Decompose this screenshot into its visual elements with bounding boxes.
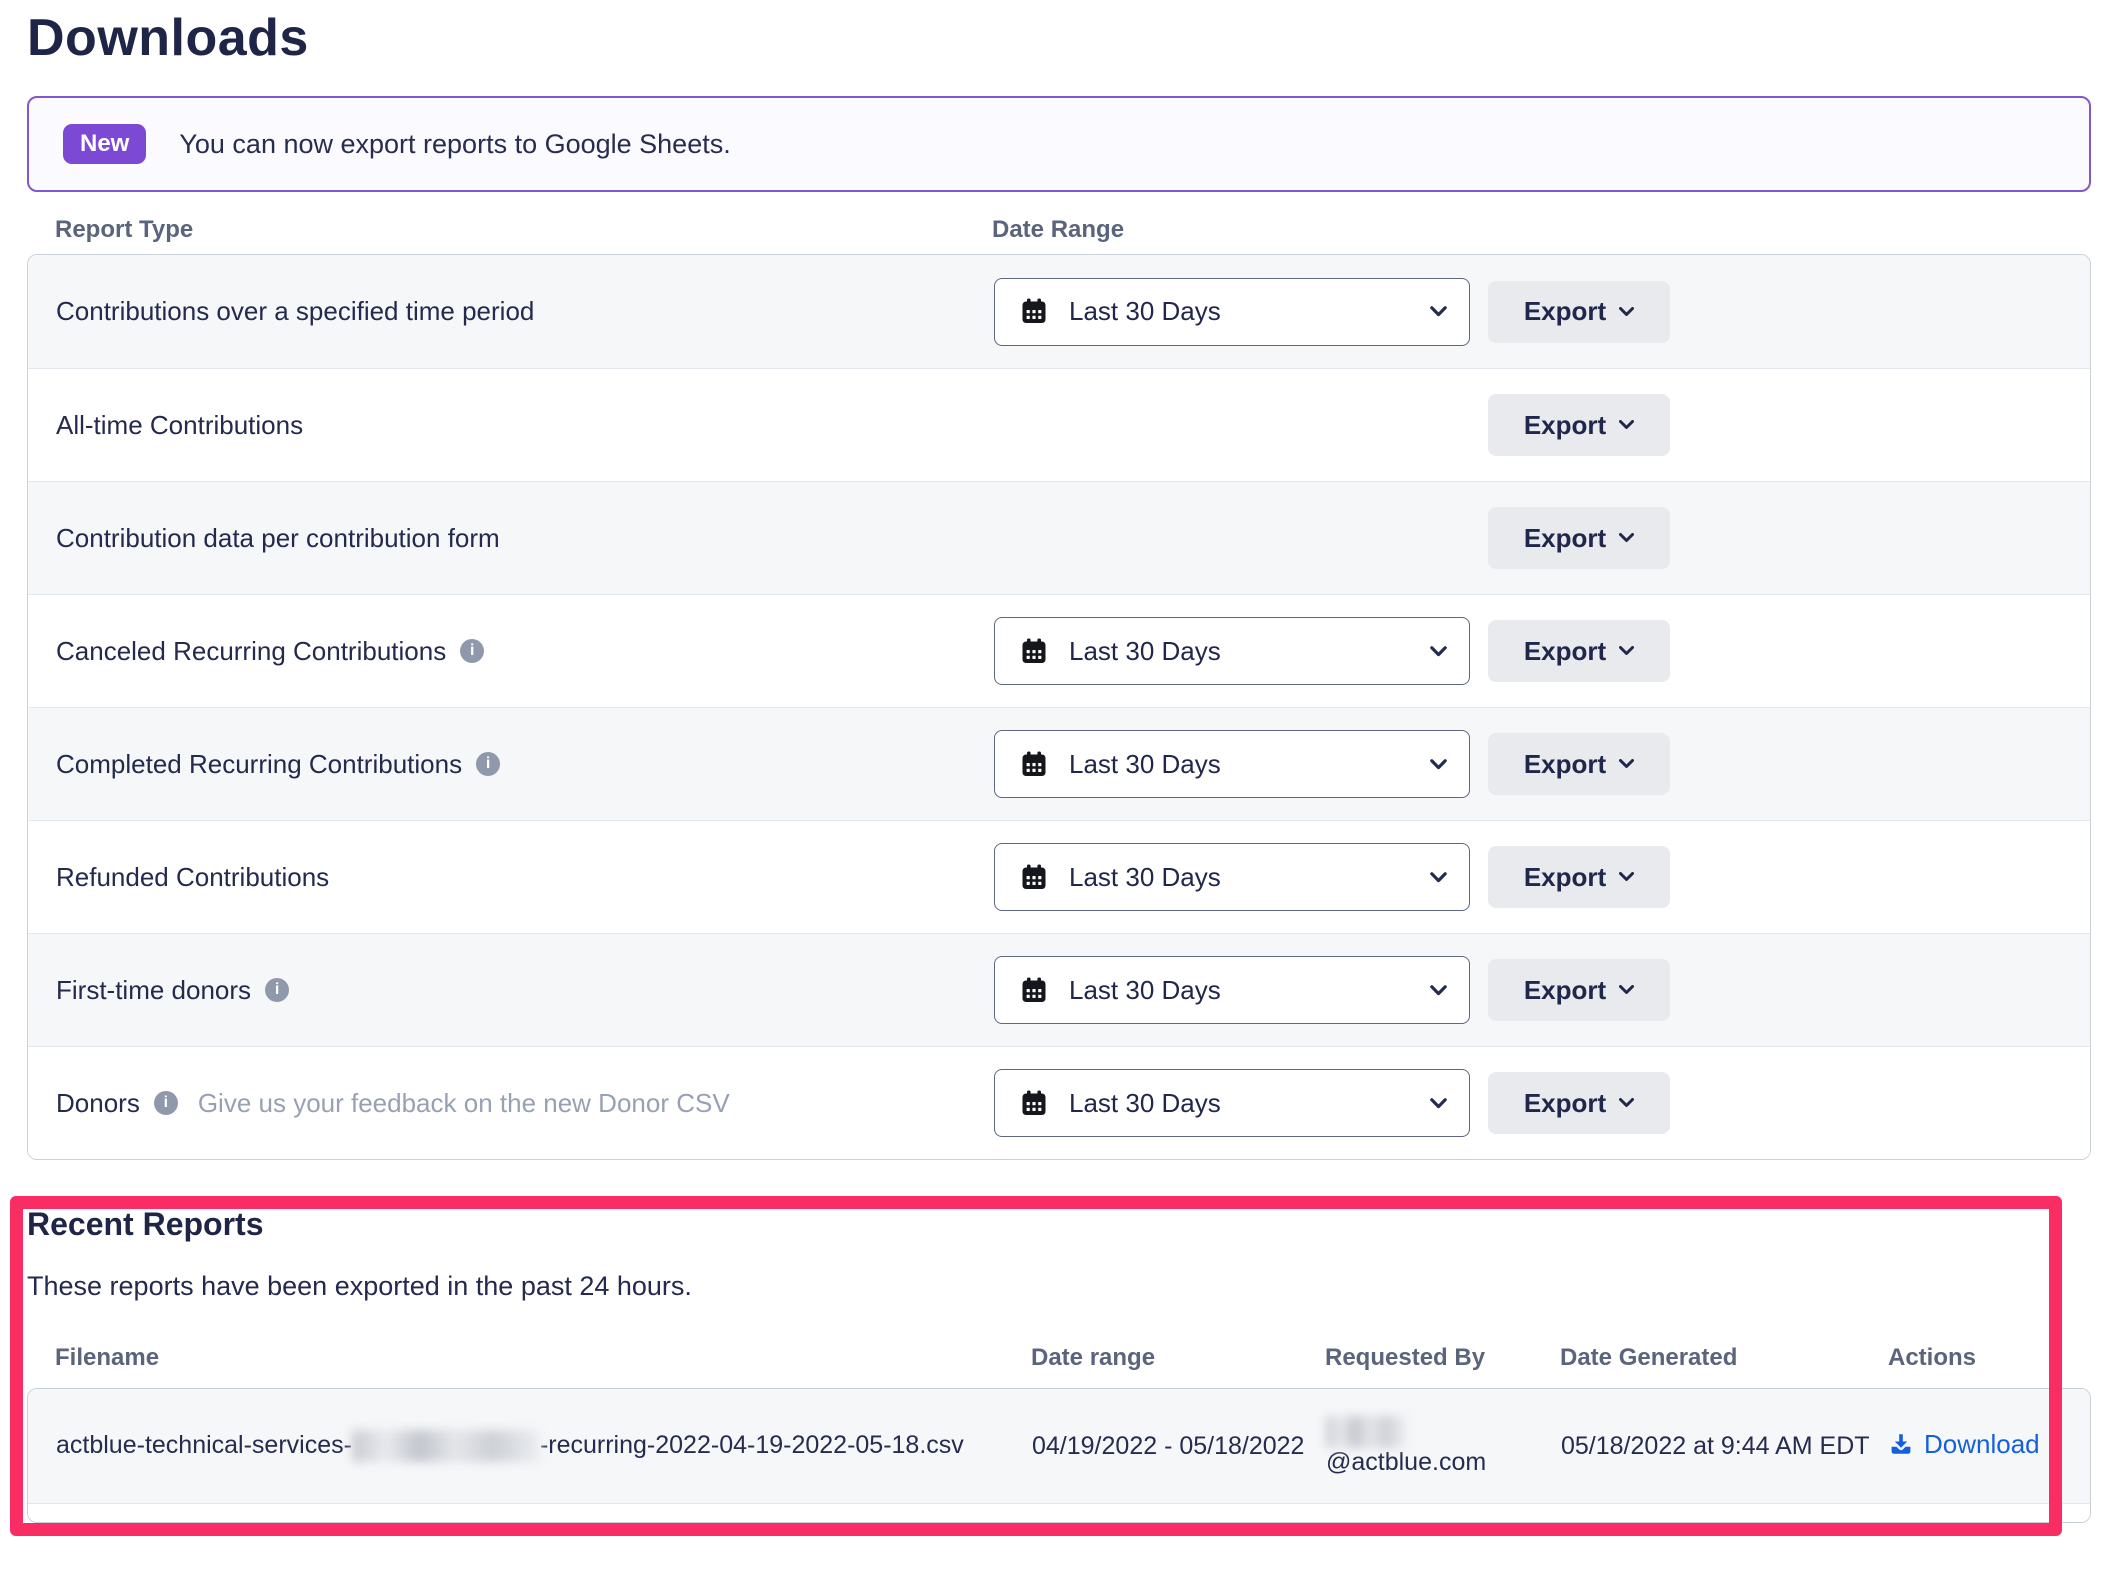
report-table: Contributions over a specified time peri… bbox=[27, 254, 2091, 1160]
filename-cell: actblue-technical-services- -recurring-20… bbox=[56, 1430, 1032, 1462]
report-row-label: Contribution data per contribution form bbox=[56, 522, 500, 553]
column-header-actions: Actions bbox=[1888, 1344, 1977, 1371]
chevron-down-icon bbox=[1619, 646, 1635, 655]
export-button[interactable]: Export bbox=[1488, 1072, 1670, 1134]
banner-message: You can now export reports to Google She… bbox=[179, 128, 731, 159]
donor-csv-feedback-link[interactable]: Give us your feedback on the new Donor C… bbox=[197, 1087, 730, 1118]
chevron-down-icon bbox=[1619, 533, 1635, 542]
chevron-down-icon bbox=[1619, 1098, 1635, 1107]
date-range-cell: 04/19/2022 - 05/18/2022 bbox=[1032, 1431, 1305, 1460]
calendar-icon bbox=[1022, 1090, 1046, 1115]
date-range-select[interactable]: Last 30 Days bbox=[994, 617, 1470, 685]
column-header-report-type: Report Type bbox=[55, 216, 194, 243]
export-button[interactable]: Export bbox=[1488, 846, 1670, 908]
chevron-down-icon bbox=[1430, 306, 1447, 317]
recent-reports-section: Recent Reports These reports have been e… bbox=[27, 1206, 2091, 1523]
report-row-label: Completed Recurring Contributions i bbox=[56, 749, 994, 780]
chevron-down-icon bbox=[1430, 871, 1447, 883]
report-row-all-time-contributions: All-time Contributions Export bbox=[28, 368, 2090, 481]
report-row-label: Canceled Recurring Contributions i bbox=[56, 636, 994, 667]
redacted-text bbox=[351, 1430, 540, 1462]
export-button[interactable]: Export bbox=[1488, 620, 1670, 682]
column-header-filename: Filename bbox=[55, 1344, 160, 1371]
date-range-select[interactable]: Last 30 Days bbox=[994, 956, 1470, 1024]
export-button[interactable]: Export bbox=[1488, 959, 1670, 1021]
date-range-value: Last 30 Days bbox=[1069, 296, 1221, 326]
download-icon bbox=[1891, 1434, 1911, 1455]
date-range-value: Last 30 Days bbox=[1069, 861, 1221, 892]
report-row-refunded-contributions: Refunded Contributions Last 30 Days Expo… bbox=[28, 820, 2090, 933]
report-row-canceled-recurring: Canceled Recurring Contributions i Last … bbox=[28, 594, 2090, 707]
page-title: Downloads bbox=[27, 9, 309, 67]
report-row-first-time-donors: First-time donors i Last 30 Days Export bbox=[28, 933, 2090, 1046]
date-range-value: Last 30 Days bbox=[1069, 974, 1221, 1005]
report-row-label: Refunded Contributions bbox=[56, 861, 330, 892]
requested-by-cell: @actblue.com bbox=[1326, 1415, 1561, 1477]
recent-reports-table-headers: Filename Date range Requested By Date Ge… bbox=[27, 1344, 2091, 1372]
new-badge: New bbox=[63, 124, 147, 164]
report-row-label: All-time Contributions bbox=[56, 409, 304, 440]
chevron-down-icon bbox=[1619, 872, 1635, 881]
info-icon[interactable]: i bbox=[476, 752, 501, 776]
chevron-down-icon bbox=[1619, 985, 1635, 994]
info-icon[interactable]: i bbox=[265, 978, 290, 1002]
export-button[interactable]: Export bbox=[1488, 733, 1670, 795]
export-button[interactable]: Export bbox=[1488, 280, 1670, 343]
date-range-select[interactable]: Last 30 Days bbox=[994, 277, 1470, 346]
export-button[interactable]: Export bbox=[1488, 394, 1670, 456]
table-row: actblue-technical-services- -recurring-20… bbox=[28, 1389, 2090, 1503]
date-range-value: Last 30 Days bbox=[1069, 1087, 1221, 1118]
export-button[interactable]: Export bbox=[1488, 507, 1670, 569]
calendar-icon bbox=[1022, 638, 1046, 663]
column-header-date-range: Date range bbox=[1031, 1344, 1156, 1371]
date-range-select[interactable]: Last 30 Days bbox=[994, 730, 1470, 798]
info-icon[interactable]: i bbox=[460, 639, 485, 663]
calendar-icon bbox=[1022, 864, 1046, 889]
recent-reports-heading: Recent Reports bbox=[27, 1206, 264, 1242]
table-row-partial bbox=[28, 1503, 2090, 1522]
chevron-down-icon bbox=[1619, 759, 1635, 768]
redacted-text bbox=[1326, 1415, 1406, 1448]
calendar-icon bbox=[1022, 298, 1046, 323]
date-range-select[interactable]: Last 30 Days bbox=[994, 1069, 1470, 1137]
actions-cell: Download bbox=[1889, 1429, 2090, 1464]
report-row-label: Contributions over a specified time peri… bbox=[56, 296, 535, 326]
column-header-date-range: Date Range bbox=[992, 216, 1125, 243]
column-header-requested-by: Requested By bbox=[1325, 1344, 1486, 1371]
recent-reports-subtitle: These reports have been exported in the … bbox=[27, 1271, 692, 1301]
info-icon[interactable]: i bbox=[153, 1091, 178, 1115]
report-row-label: First-time donors i bbox=[56, 975, 994, 1006]
report-row-completed-recurring: Completed Recurring Contributions i Last… bbox=[28, 707, 2090, 820]
chevron-down-icon bbox=[1619, 420, 1635, 429]
report-row-donors: Donors i Give us your feedback on the ne… bbox=[28, 1046, 2090, 1159]
chevron-down-icon bbox=[1430, 1097, 1447, 1109]
chevron-down-icon bbox=[1430, 645, 1447, 657]
report-row-contribution-data-per-form: Contribution data per contribution form … bbox=[28, 481, 2090, 594]
new-feature-banner: New You can now export reports to Google… bbox=[27, 96, 2091, 192]
calendar-icon bbox=[1022, 977, 1046, 1002]
date-range-value: Last 30 Days bbox=[1069, 748, 1221, 779]
chevron-down-icon bbox=[1619, 306, 1635, 316]
downloads-page: Downloads New You can now export reports… bbox=[0, 8, 2118, 1523]
date-generated-cell: 05/18/2022 at 9:44 AM EDT bbox=[1561, 1431, 1870, 1460]
date-range-value: Last 30 Days bbox=[1069, 635, 1221, 666]
report-row-label: Donors i Give us your feedback on the ne… bbox=[56, 1087, 730, 1118]
download-link[interactable]: Download bbox=[1889, 1429, 2040, 1460]
recent-reports-table: actblue-technical-services- -recurring-20… bbox=[27, 1388, 2091, 1523]
calendar-icon bbox=[1022, 751, 1046, 776]
report-row-contributions-time-period: Contributions over a specified time peri… bbox=[28, 255, 2090, 368]
chevron-down-icon bbox=[1430, 758, 1447, 770]
report-table-headers: Report Type Date Range bbox=[27, 216, 2091, 244]
date-range-select[interactable]: Last 30 Days bbox=[994, 843, 1470, 911]
chevron-down-icon bbox=[1430, 984, 1447, 996]
column-header-date-generated: Date Generated bbox=[1560, 1344, 1738, 1371]
